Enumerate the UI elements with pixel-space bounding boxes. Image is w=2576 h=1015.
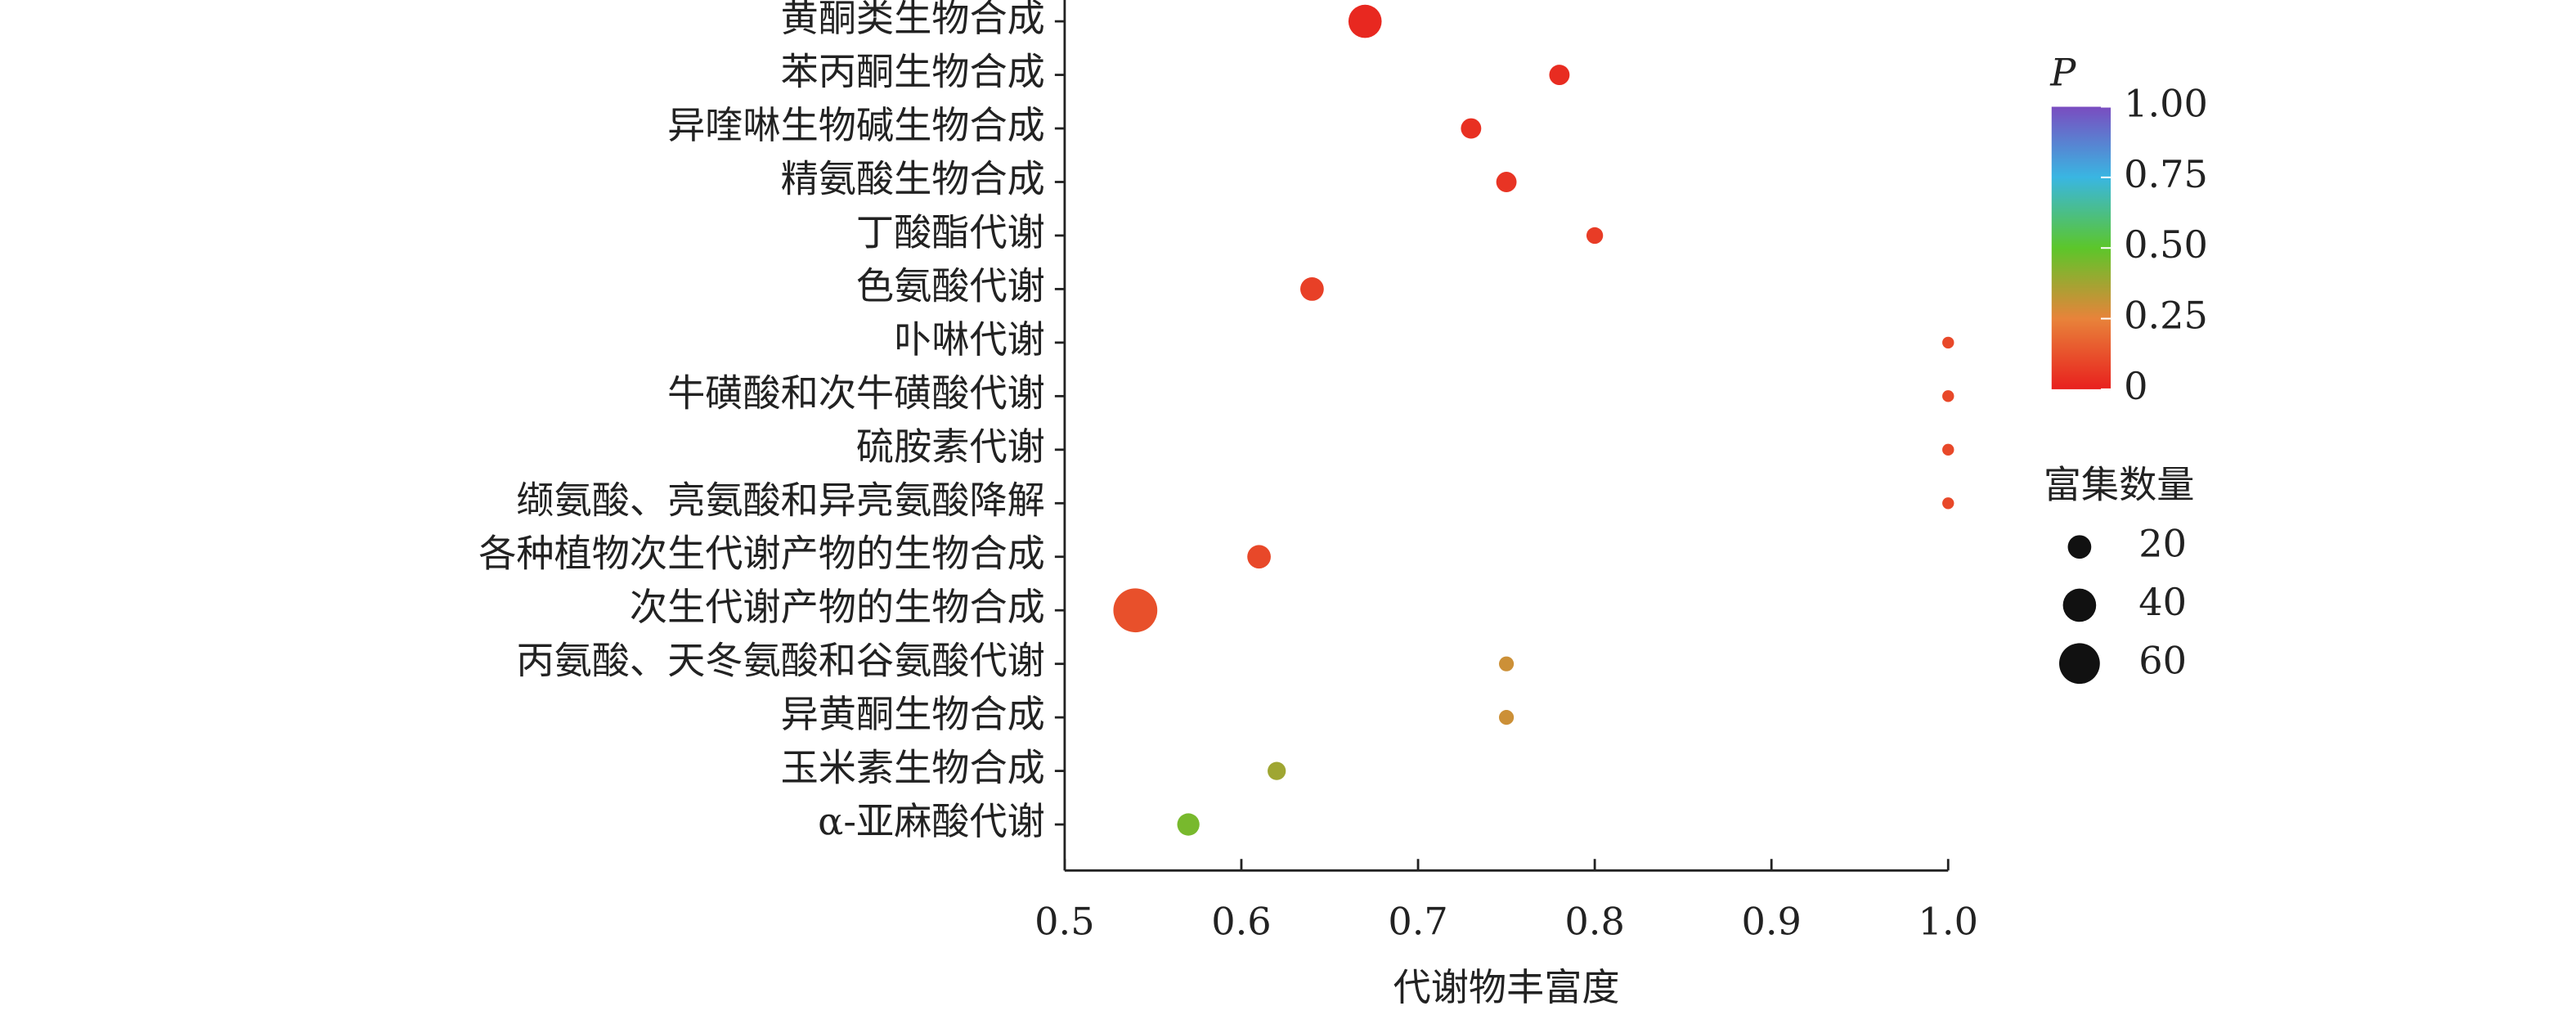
y-tick-label: 牛磺酸和次牛磺酸代谢 (667, 371, 1045, 415)
y-tick-label: α-亚麻酸代谢 (818, 799, 1045, 843)
point (1942, 336, 1954, 349)
y-tick-label: 丁酸酯代谢 (856, 210, 1045, 254)
point (1461, 118, 1482, 139)
y-tick-label: 玉米素生物合成 (781, 746, 1045, 790)
size-legend-marker (2062, 588, 2097, 622)
size-legend-marker (2059, 643, 2100, 685)
y-tick-label: 异喹啉生物碱生物合成 (667, 103, 1045, 147)
colorbar-tick-label: 0.75 (2124, 152, 2208, 196)
point (1348, 4, 1382, 38)
y-tick-label: 精氨酸生物合成 (781, 156, 1045, 200)
point (1942, 497, 1954, 510)
point (1942, 390, 1954, 402)
y-tick-label: 硫胺素代谢 (856, 424, 1045, 469)
size-legend-label: 60 (2138, 638, 2187, 682)
point (1586, 227, 1604, 245)
point (1496, 172, 1517, 192)
x-tick-label: 0.5 (1034, 900, 1094, 944)
colorbar-tick-label: 0 (2124, 364, 2147, 408)
y-tick-label: 异黄酮生物合成 (781, 692, 1045, 736)
x-tick-label: 0.8 (1564, 900, 1624, 944)
point (1247, 545, 1271, 569)
x-tick-label: 1.0 (1919, 900, 1978, 944)
point (1498, 710, 1515, 725)
point (1300, 277, 1324, 301)
size-legend-title: 富集数量 (2044, 462, 2195, 506)
point (1498, 656, 1515, 671)
size-legend-label: 40 (2138, 580, 2187, 624)
y-tick-label: 缬氨酸、亮氨酸和异亮氨酸降解 (516, 478, 1044, 522)
point (1113, 588, 1158, 633)
x-tick-label: 0.9 (1741, 900, 1801, 944)
y-tick-label: 次生代谢产物的生物合成 (630, 585, 1045, 629)
x-tick-label: 0.7 (1388, 900, 1447, 944)
size-legend-marker (2067, 535, 2092, 559)
colorbar-tick-label: 0.50 (2124, 222, 2208, 267)
x-axis-label: 代谢物丰富度 (1393, 965, 1620, 1009)
y-tick-label: 黄酮类生物合成 (781, 0, 1045, 40)
point (1942, 443, 1954, 456)
colorbar-tick-label: 1.00 (2124, 82, 2208, 126)
y-tick-label: 丙氨酸、天冬氨酸和谷氨酸代谢 (516, 639, 1044, 683)
colorbar-tick-label: 0.25 (2124, 294, 2208, 338)
y-tick-label: 卟啉代谢 (894, 317, 1045, 362)
colorbar-title: P (2049, 50, 2076, 94)
size-legend-label: 20 (2138, 522, 2187, 566)
point (1549, 65, 1570, 86)
point (1177, 813, 1200, 836)
y-tick-label: 色氨酸代谢 (856, 263, 1045, 308)
point (1268, 761, 1286, 780)
y-tick-label: 苯丙酮生物合成 (781, 50, 1045, 94)
x-tick-label: 0.6 (1211, 900, 1271, 944)
y-tick-label: 各种植物次生代谢产物的生物合成 (478, 532, 1045, 576)
